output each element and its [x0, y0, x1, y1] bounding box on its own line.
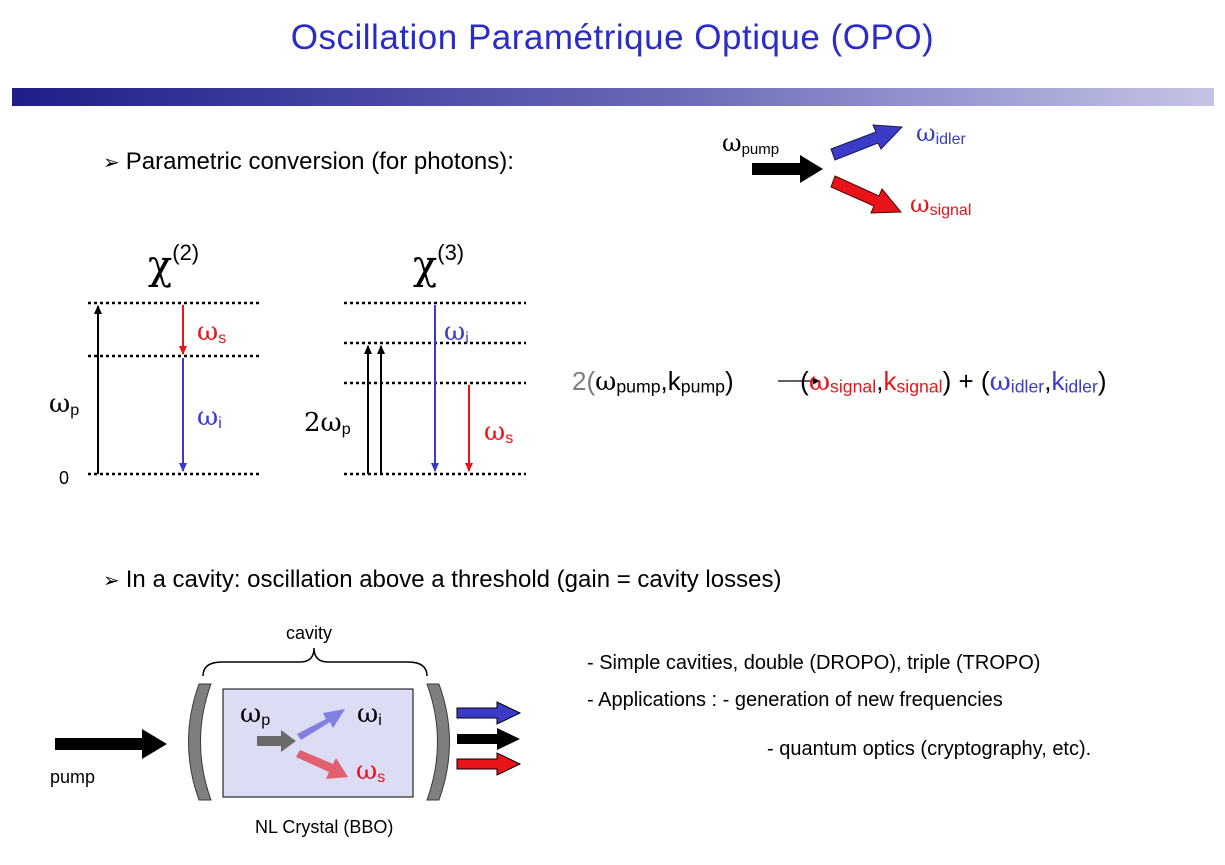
- chi3-level-diagram: [344, 301, 526, 476]
- idler-photon-arrow: [830, 124, 904, 161]
- omega-i-crystal-label: ωi: [357, 699, 382, 730]
- bullet-text: In a cavity: oscillation above a thresho…: [125, 566, 782, 593]
- crystal-pump-arrow: [257, 730, 296, 752]
- cavity-mirror-right: [426, 683, 450, 801]
- zero-level-label: 0: [59, 468, 70, 488]
- omega-pump-label: ωpump: [722, 129, 780, 158]
- omega-s-crystal-label: ωs: [356, 756, 386, 787]
- cavity-mirror-left: [188, 683, 212, 801]
- photon-splitting-diagram: [752, 124, 904, 214]
- arrowhead-bullet-icon: ➢: [103, 152, 120, 174]
- page-title: Oscillation Paramétrique Optique (OPO): [290, 18, 935, 57]
- cavity-diagram: [55, 647, 522, 801]
- pump-photon-arrow: [752, 155, 823, 183]
- omega-s-label: ωs: [197, 317, 227, 348]
- arrowhead-bullet-icon: ➢: [103, 570, 120, 592]
- bullet-parametric-conversion: ➢ Parametric conversion (for photons):: [103, 148, 514, 176]
- equation-coefficient: 2(: [572, 366, 596, 396]
- bullet-cavity-oscillation: ➢ In a cavity: oscillation above a thresh…: [103, 566, 781, 594]
- chi2-heading: χ(2): [148, 240, 200, 289]
- omega-s-label: ωs: [484, 417, 514, 448]
- input-pump-arrow: [55, 729, 167, 759]
- omega-signal-label: ωsignal: [910, 190, 972, 220]
- output-black-arrow: [457, 728, 520, 750]
- crystal-label: NL Crystal (BBO): [255, 817, 394, 837]
- phase-matching-equation: 2(ωpump,kpump) (ωsignal,ksignal) + (ωidl…: [572, 366, 1107, 397]
- omega-idler-label: ωidler: [916, 119, 966, 149]
- chi2-level-diagram: [88, 301, 260, 476]
- crystal-idler-arrow: [297, 709, 345, 740]
- omega-i-label: ωi: [197, 402, 222, 433]
- cavity-label: cavity: [286, 623, 333, 643]
- output-red-arrow: [456, 752, 522, 776]
- chi3-heading: χ(3): [413, 240, 465, 289]
- omega-p-label: ωp: [49, 389, 80, 420]
- nl-crystal: [222, 688, 414, 798]
- cavity-brace: [202, 647, 428, 677]
- title-underline-bar: [12, 88, 1214, 106]
- two-omega-p-label: 2ωp: [304, 408, 351, 439]
- signal-photon-arrow: [830, 175, 903, 214]
- note-cavity-types: - Simple cavities, double (DROPO), tripl…: [587, 652, 1041, 674]
- output-blue-arrow: [456, 701, 522, 725]
- omega-i-label: ωi: [444, 317, 469, 348]
- omega-p-crystal-label: ωp: [240, 699, 271, 730]
- pump-label: pump: [50, 767, 96, 787]
- crystal-signal-arrow: [296, 750, 348, 779]
- note-quantum-optics: - quantum optics (cryptography, etc).: [767, 738, 1092, 760]
- bullet-text: Parametric conversion (for photons):: [125, 148, 514, 175]
- note-applications: - Applications : - generation of new fre…: [587, 689, 1003, 711]
